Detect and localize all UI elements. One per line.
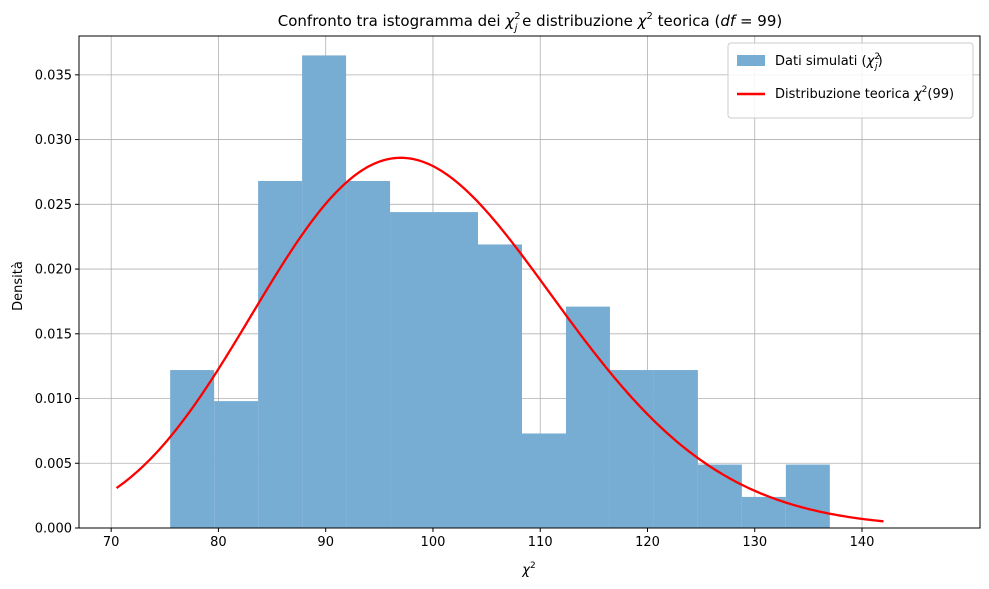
x-tick-label: 120 (635, 535, 660, 550)
histogram-bar (390, 212, 435, 528)
y-tick-label: 0.020 (35, 263, 72, 278)
histogram-bar (697, 464, 742, 528)
histogram-bars (170, 55, 830, 528)
chart-title: Confronto tra istogramma dei χ2 j e distr… (278, 11, 782, 34)
legend-curve-label: Distribuzione teorica χ2(99) (775, 85, 954, 102)
x-tick-label: 100 (421, 535, 446, 550)
histogram-bar (434, 212, 479, 528)
histogram-bar (741, 496, 786, 528)
theoretical-curve-layer (115, 156, 884, 523)
y-tick-label: 0.000 (35, 522, 72, 537)
plot-frame (78, 35, 981, 529)
y-tick-label: 0.010 (35, 392, 72, 407)
histogram-bar (258, 181, 303, 528)
x-tick-label: 70 (103, 535, 120, 550)
grid-lines (79, 36, 980, 529)
histogram-bar (609, 370, 654, 528)
histogram-bar (521, 433, 566, 528)
y-tick-label: 0.015 (35, 327, 72, 342)
histogram-bar (785, 464, 830, 528)
histogram-bar (214, 401, 259, 528)
x-tick-label: 130 (742, 535, 767, 550)
legend-histogram-label: Dati simulati (χ2 j) (775, 52, 883, 72)
y-axis-label: Densità (11, 261, 26, 311)
x-tick-label: 80 (210, 535, 227, 550)
axis-ticks: 70 80 90 100 110 120 130 140 0.000 0.005 0.010 0.01… (35, 68, 875, 550)
histogram-bar (346, 181, 391, 528)
y-tick-label: 0.025 (35, 198, 72, 213)
x-tick-label: 110 (528, 535, 553, 550)
legend-box (727, 42, 974, 119)
y-tick-label: 0.035 (35, 68, 72, 83)
theoretical-curve (115, 156, 884, 523)
legend-histogram-swatch (737, 55, 765, 66)
histogram-bar (170, 370, 215, 528)
y-tick-label: 0.005 (35, 457, 72, 472)
x-axis-label: χ2 (521, 561, 535, 578)
histogram-bar (653, 370, 698, 528)
histogram-bar (478, 244, 522, 528)
x-tick-label: 90 (317, 535, 334, 550)
histogram-bar (302, 55, 347, 528)
histogram-bar (565, 306, 610, 528)
x-tick-label: 140 (850, 535, 875, 550)
y-tick-label: 0.030 (35, 133, 72, 148)
legend: Dati simulati (χ2 j) Distribuzione teoric… (727, 42, 974, 119)
